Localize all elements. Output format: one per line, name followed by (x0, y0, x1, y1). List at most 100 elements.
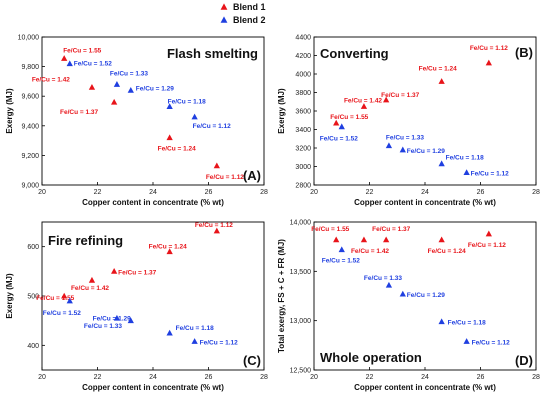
y-tick-label: 3600 (295, 109, 311, 116)
data-point-marker (333, 236, 340, 243)
data-point-label: Fe/Cu = 1.33 (386, 135, 424, 142)
panel-c: 20 22 24 26 28 400 500 600 Copper content in con… (5, 221, 268, 392)
y-axis-label: Total exergy, FS + C + FR (MJ) (277, 239, 286, 353)
data-point-marker (166, 329, 173, 336)
x-axis-label: Copper content in concentrate (% wt) (354, 383, 496, 392)
data-point-marker (333, 119, 340, 126)
panel-d: 20 22 24 26 28 12,500 13,000 13,500 14,000 Copper… (277, 220, 540, 393)
panel-title: Whole operation (320, 350, 422, 365)
y-tick-label: 9,800 (21, 64, 39, 71)
data-point-marker (213, 227, 220, 234)
y-tick-label: 2800 (295, 183, 311, 190)
data-point-marker (438, 236, 445, 243)
x-tick-label: 20 (38, 374, 46, 381)
x-tick-label: 22 (94, 374, 102, 381)
y-tick-label: 9,200 (21, 153, 39, 160)
y-tick-label: 3400 (295, 127, 311, 134)
x-tick-label: 26 (477, 189, 485, 196)
y-tick-label: 500 (27, 294, 39, 301)
x-tick-label: 20 (310, 374, 318, 381)
series-blend-1: Fe/Cu = 1.55 Fe/Cu = 1.42 Fe/Cu = 1.37 Fe/C… (311, 226, 506, 255)
data-point-marker (383, 236, 390, 243)
data-point-label: Fe/Cu = 1.55 (330, 114, 368, 121)
x-tick-label: 26 (205, 189, 213, 196)
data-point-marker (66, 60, 73, 67)
data-point-marker (338, 123, 345, 130)
data-point-marker (463, 338, 470, 344)
y-tick-label: 13,500 (290, 269, 312, 276)
data-point-label: Fe/Cu = 1.18 (176, 325, 214, 332)
data-point-label: Fe/Cu = 1.12 (472, 339, 510, 346)
data-point-marker (191, 338, 198, 344)
data-point-label: Fe/Cu = 1.12 (471, 171, 509, 178)
x-tick-label: 24 (421, 374, 429, 381)
data-point-label: Fe/Cu = 1.55 (311, 226, 349, 233)
data-point-label: Fe/Cu = 1.18 (448, 320, 486, 327)
y-tick-label: 4400 (295, 35, 311, 42)
legend-entry-blend-1: Blend 1 (220, 2, 266, 12)
panel-b: 20 22 24 26 28 2800 3000 3200 3400 3600 3800 4000 42… (277, 35, 540, 208)
series-blend-2: Fe/Cu = 1.52 Fe/Cu = 1.33 Fe/Cu = 1.29 Fe/C… (66, 60, 231, 130)
data-point-marker (191, 113, 198, 120)
x-tick-label: 24 (149, 374, 157, 381)
data-point-marker (127, 317, 134, 324)
x-tick-label: 22 (366, 374, 374, 381)
x-tick-label: 22 (94, 189, 102, 196)
data-point-marker (338, 246, 345, 253)
data-point-label: Fe/Cu = 1.37 (118, 269, 156, 276)
data-point-label: Fe/Cu = 1.55 (36, 295, 74, 302)
data-point-label: Fe/Cu = 1.24 (419, 65, 457, 72)
data-point-label: Fe/Cu = 1.33 (110, 70, 148, 77)
data-point-marker (385, 142, 393, 149)
panel-title: Flash smelting (167, 46, 258, 61)
y-tick-label: 9,000 (21, 183, 39, 190)
x-tick-label: 20 (38, 189, 46, 196)
data-point-label: Fe/Cu = 1.29 (407, 148, 445, 155)
series-blend-2: Fe/Cu = 1.52 Fe/Cu = 1.33 Fe/Cu = 1.29 Fe/C… (322, 246, 510, 346)
x-tick-label: 24 (421, 189, 429, 196)
y-tick-label: 4000 (295, 72, 311, 79)
data-point-marker (399, 146, 406, 153)
panel-title: Fire refining (48, 233, 123, 248)
data-point-label: Fe/Cu = 1.12 (468, 242, 506, 249)
legend-entry-blend-2: Blend 2 (220, 15, 266, 25)
panel-letter: (B) (515, 45, 533, 60)
x-tick-label: 26 (477, 374, 485, 381)
data-point-label: Fe/Cu = 1.52 (74, 61, 112, 68)
data-point-label: Fe/Cu = 1.55 (63, 47, 101, 54)
panel-a: 20 22 24 26 28 9,000 9,200 9,400 9,600 9,800 10,00… (5, 35, 268, 208)
y-tick-label: 13,000 (290, 318, 312, 325)
y-tick-label: 3800 (295, 90, 311, 97)
x-tick-label: 28 (260, 374, 268, 381)
data-point-marker (88, 276, 96, 283)
data-point-label: Fe/Cu = 1.24 (149, 244, 187, 251)
data-point-label: Fe/Cu = 1.12 (195, 222, 233, 229)
data-point-marker (111, 98, 118, 105)
data-point-label: Fe/Cu = 1.29 (407, 292, 445, 299)
panel-letter: (D) (515, 353, 533, 368)
data-point-marker (166, 103, 173, 110)
data-point-label: Fe/Cu = 1.52 (43, 310, 81, 317)
data-point-label: Fe/Cu = 1.52 (322, 258, 360, 265)
data-point-label: Fe/Cu = 1.42 (351, 248, 389, 255)
legend-marker-blend-1 (220, 3, 228, 10)
data-point-label: Fe/Cu = 1.37 (372, 226, 410, 233)
data-point-label: Fe/Cu = 1.33 (84, 323, 122, 330)
data-point-marker (61, 55, 68, 61)
y-tick-label: 600 (27, 244, 39, 251)
data-point-label: Fe/Cu = 1.33 (364, 275, 402, 282)
data-point-marker (127, 86, 134, 93)
data-point-label: Fe/Cu = 1.12 (193, 123, 231, 130)
data-point-marker (438, 318, 445, 325)
data-point-marker (213, 162, 220, 169)
data-point-label: Fe/Cu = 1.37 (381, 92, 419, 99)
x-tick-label: 28 (260, 189, 268, 196)
data-point-marker (485, 59, 492, 66)
data-point-marker (438, 78, 445, 84)
data-point-marker (438, 160, 445, 167)
y-axis-label: Exergy (MJ) (5, 273, 14, 319)
